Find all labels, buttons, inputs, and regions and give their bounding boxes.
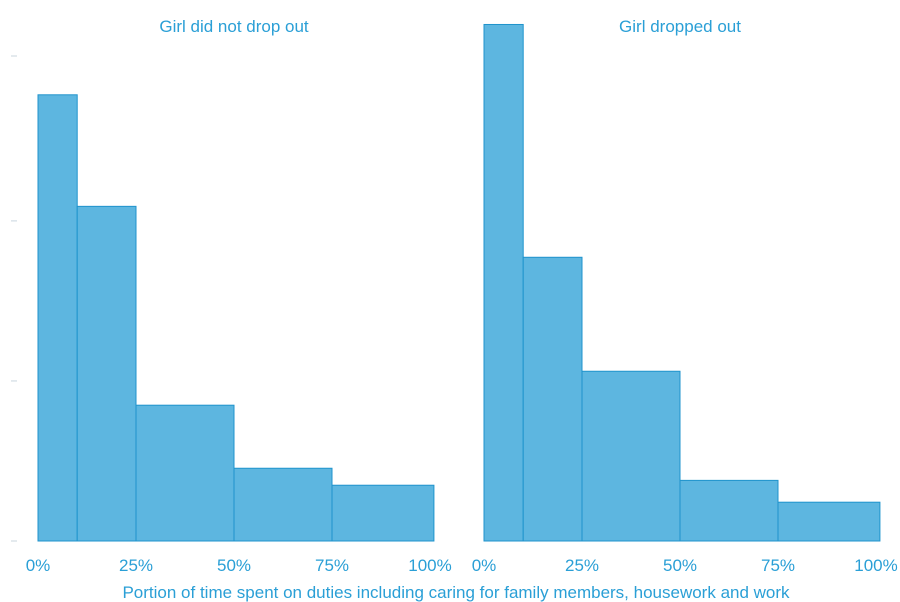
x-tick-label: 0% xyxy=(472,556,497,575)
histogram-bar xyxy=(522,256,583,542)
x-tick-label: 75% xyxy=(315,556,349,575)
panel-title-did-not-drop-out: Girl did not drop out xyxy=(159,17,309,36)
x-tick-label: 50% xyxy=(663,556,697,575)
histogram-bar xyxy=(777,501,881,542)
x-tick-label: 50% xyxy=(217,556,251,575)
histogram-bar xyxy=(135,404,235,542)
histogram-bar xyxy=(331,484,435,542)
panel-title-dropped-out: Girl dropped out xyxy=(619,17,741,36)
x-axis-label: Portion of time spent on duties includin… xyxy=(122,583,790,602)
histogram-bar xyxy=(483,23,524,542)
x-tick-label: 0% xyxy=(26,556,51,575)
histogram-bar xyxy=(76,205,137,542)
x-tick-label: 100% xyxy=(408,556,451,575)
bars-did-not-drop-out xyxy=(37,94,435,542)
bars-dropped-out xyxy=(483,23,881,542)
x-tick-label: 75% xyxy=(761,556,795,575)
histogram-bar xyxy=(679,479,779,542)
histogram-bar xyxy=(581,370,681,542)
x-ticks-did-not-drop-out: 0% 25% 50% 75% 100% xyxy=(26,556,452,575)
x-tick-label: 25% xyxy=(565,556,599,575)
y-ticks xyxy=(11,55,17,542)
x-tick-label: 25% xyxy=(119,556,153,575)
panel-dropped-out: Girl dropped out 0% 25% 50% 75% 100% xyxy=(472,17,898,575)
x-ticks-dropped-out: 0% 25% 50% 75% 100% xyxy=(472,556,898,575)
x-tick-label: 100% xyxy=(854,556,897,575)
histogram-bar xyxy=(233,467,333,542)
panel-did-not-drop-out: Girl did not drop out 0% 25% 50% 75% 100% xyxy=(11,17,452,575)
histogram-bar xyxy=(37,94,78,542)
